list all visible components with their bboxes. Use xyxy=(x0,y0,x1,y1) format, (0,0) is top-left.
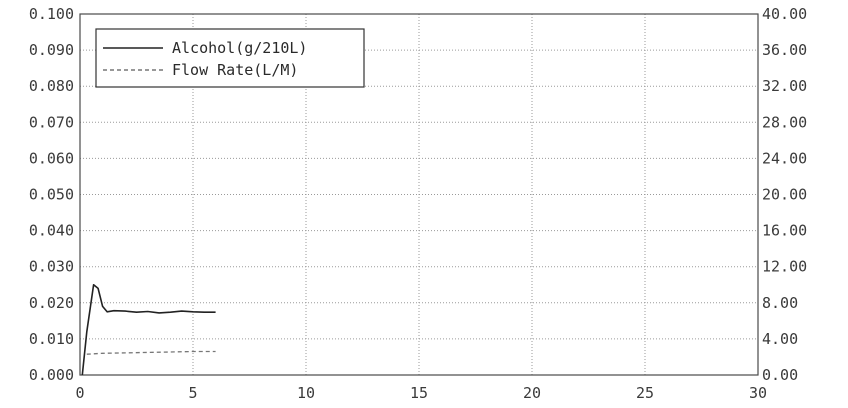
x-tick-label: 25 xyxy=(636,384,654,402)
y-tick-label: 0.020 xyxy=(29,294,74,312)
y2-tick-label: 32.00 xyxy=(762,77,807,95)
x-tick-label: 5 xyxy=(188,384,197,402)
right-axis-tick-labels: 0.00 4.00 8.00 12.00 16.00 20.00 24.00 28.00 32.… xyxy=(762,5,807,384)
y2-tick-label: 28.00 xyxy=(762,113,807,131)
y-tick-label: 0.070 xyxy=(29,113,74,131)
series-lines xyxy=(81,283,216,376)
x-tick-label: 10 xyxy=(297,384,315,402)
y-tick-label: 0.100 xyxy=(29,5,74,23)
legend-label-flow-rate: Flow Rate(L/M) xyxy=(172,61,298,79)
series-line-1 xyxy=(86,350,216,355)
y2-tick-label: 40.00 xyxy=(762,5,807,23)
series-line-0 xyxy=(81,283,216,376)
x-tick-label: 0 xyxy=(75,384,84,402)
y2-tick-label: 8.00 xyxy=(762,294,798,312)
y-tick-label: 0.010 xyxy=(29,330,74,348)
y2-tick-label: 16.00 xyxy=(762,222,807,240)
y2-tick-label: 36.00 xyxy=(762,41,807,59)
y2-tick-label: 4.00 xyxy=(762,330,798,348)
legend-label-alcohol: Alcohol(g/210L) xyxy=(172,39,307,57)
y-tick-label: 0.050 xyxy=(29,186,74,204)
y-tick-label: 0.000 xyxy=(29,366,74,384)
x-axis-tick-labels: 0 5 10 15 20 25 30 xyxy=(75,384,767,402)
y2-tick-label: 20.00 xyxy=(762,186,807,204)
x-tick-label: 15 xyxy=(410,384,428,402)
y-tick-label: 0.090 xyxy=(29,41,74,59)
plot-area-frame xyxy=(79,13,759,376)
y-tick-label: 0.030 xyxy=(29,258,74,276)
y2-tick-label: 0.00 xyxy=(762,366,798,384)
x-tick-label: 20 xyxy=(523,384,541,402)
y-tick-label: 0.060 xyxy=(29,149,74,167)
x-tick-label: 30 xyxy=(749,384,767,402)
y-tick-label: 0.080 xyxy=(29,77,74,95)
y-tick-label: 0.040 xyxy=(29,222,74,240)
y2-tick-label: 12.00 xyxy=(762,258,807,276)
y2-tick-label: 24.00 xyxy=(762,149,807,167)
left-axis-tick-labels: 0.000 0.010 0.020 0.030 0.040 0.050 0.060 0.070… xyxy=(29,5,74,384)
legend-box xyxy=(95,28,365,88)
legend: Alcohol(g/210L) Flow Rate(L/M) xyxy=(95,28,365,88)
grid-lines xyxy=(80,14,758,375)
